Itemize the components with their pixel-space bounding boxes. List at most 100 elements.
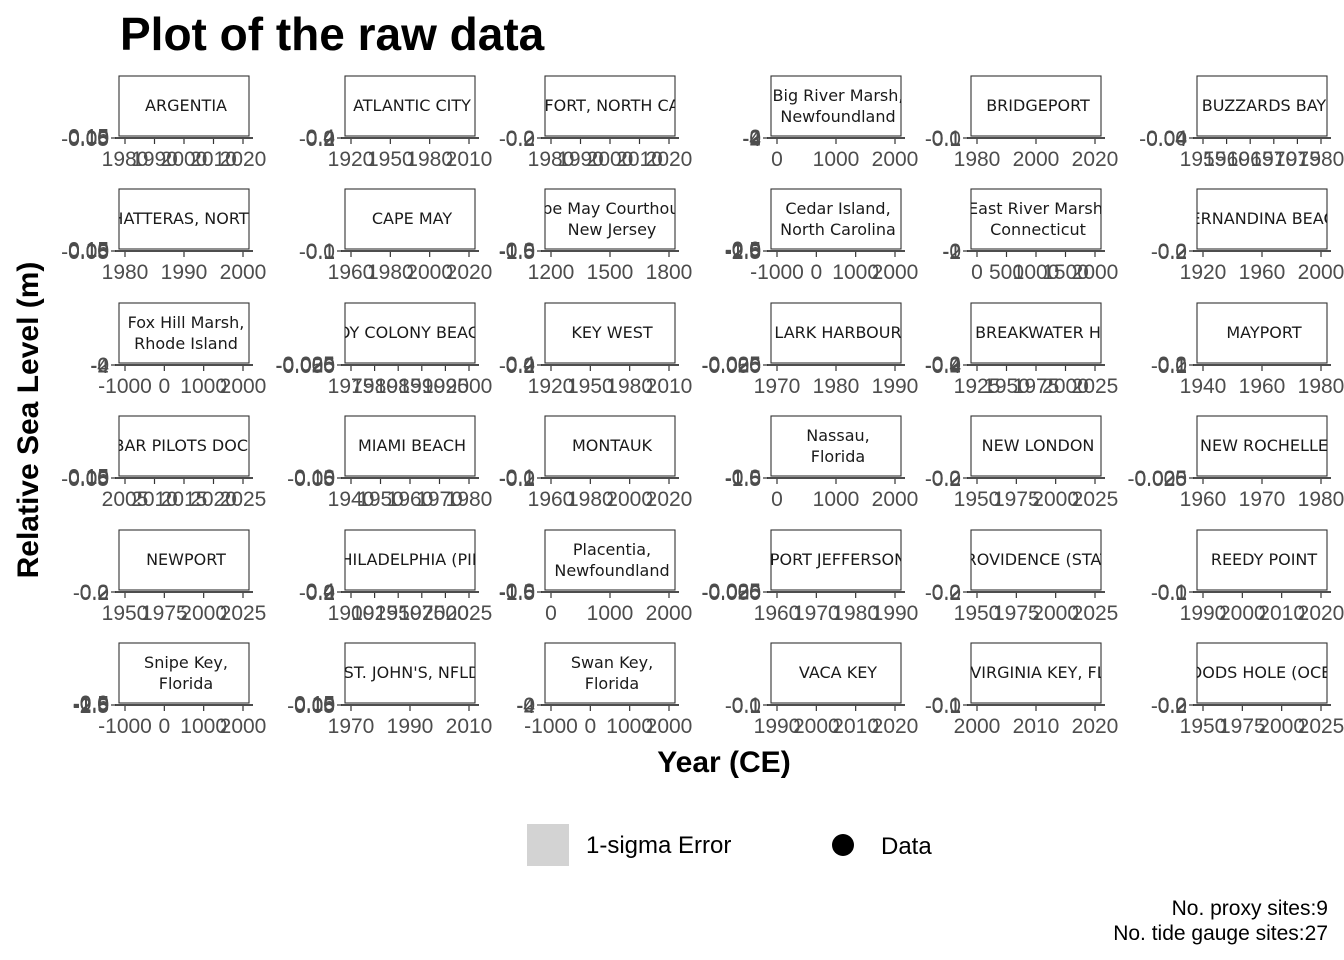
y-tick-label: 0.2 (1158, 694, 1187, 717)
y-tick-label: 0.05 (68, 127, 109, 150)
x-tick-label: 1980 (367, 261, 414, 284)
x-tick-label: 1980 (102, 148, 149, 171)
facet-strip-label-group: REEDY POINT (1211, 550, 1318, 569)
y-tick-label: 0.0 (732, 694, 761, 717)
y-tick-label: 0.0 (732, 238, 761, 261)
facet-strip-label-group: BAR PILOTS DOCK (119, 436, 249, 455)
facet-panel: Nassau, Florida -1.5-1.0-0.50.0 0 1000 2000 (725, 415, 918, 511)
facet-strip-label: PORT JEFFERSON (770, 550, 906, 569)
y-tick-label: -0.1 (925, 695, 961, 718)
facet-strip-label-group: Snipe Key, Florida (144, 653, 228, 693)
x-tick-label: 1980 (954, 148, 1001, 171)
facet-strip-label: ATLANTIC CITY (353, 96, 471, 115)
facet-strip-label: BUZZARDS BAY (1202, 96, 1327, 115)
x-tick-label: 1950 (357, 488, 404, 511)
legend-error-swatch (527, 824, 569, 866)
x-tick-label: 2000 (646, 602, 693, 625)
y-tick-label: 0.0 (932, 581, 961, 604)
x-tick-label: 1980 (567, 488, 614, 511)
facet-strip-label-group: MIAMI BEACH (358, 436, 466, 455)
y-tick-label: 0.10 (68, 239, 109, 262)
y-tick-label: -2 (942, 241, 961, 264)
x-tick-label: 2010 (131, 488, 178, 511)
x-tick-label: 1990 (387, 715, 434, 738)
y-tick-label: 0.4 (506, 353, 536, 376)
facet-panel: Placentia, Newfoundland -1.5-1.0-0.50.0 0 10… (499, 529, 693, 625)
facet-strip (1196, 188, 1328, 250)
x-tick-label: 0 (158, 375, 170, 398)
y-tick-label: 0.000 (708, 581, 761, 604)
y-tick-label: 0.025 (1134, 467, 1187, 490)
x-tick-label: 1960 (1239, 375, 1286, 398)
facet-strip-label: PHILADELPHIA (PIER (331, 550, 493, 569)
facet-panel: Snipe Key, Florida -2.5-2.0-1.5-1.0-0.50.0… (73, 642, 266, 738)
facet-strip-label: BREAKWATER H (975, 323, 1101, 342)
facet-strip-label-group: VIRGINIA KEY, FL (971, 663, 1101, 682)
y-tick-label: -1 (942, 240, 961, 263)
facet-strip-label: Florida (585, 674, 639, 693)
y-tick-label: 0.10 (294, 693, 335, 716)
y-tick-label: -2.5 (73, 695, 109, 718)
y-tick-label: -0.025 (701, 581, 761, 604)
facet-strip-label: LARK HARBOUR (774, 323, 901, 342)
facet-strip-label: Newfoundland (554, 561, 669, 580)
x-tick-label: 500 (989, 261, 1024, 284)
y-tick-label: -2.0 (73, 694, 109, 717)
facet-strip-label: New Jersey (568, 220, 657, 239)
y-tick-label: -0.2 (299, 582, 335, 605)
x-tick-label: 2020 (872, 715, 919, 738)
y-tick-label: 0.2 (932, 467, 961, 490)
x-tick-label: 1965 (1227, 148, 1274, 171)
x-tick-label: 2000 (587, 148, 634, 171)
y-tick-label: -0.2 (1151, 695, 1187, 718)
x-tick-label: 1950 (954, 488, 1001, 511)
y-tick-label: -0.4 (925, 355, 962, 378)
y-tick-label: -0.2 (925, 354, 961, 377)
y-tick-label: 0.0 (306, 127, 335, 150)
x-tick-label: 2000 (1032, 488, 1079, 511)
x-tick-label: 1980 (813, 375, 860, 398)
facet-strip-label: NEW LONDON (982, 436, 1095, 455)
y-tick-label: 0.00 (68, 467, 109, 490)
facet-strip-label-group: KEY WEST (571, 323, 653, 342)
x-tick-label: 2000 (1258, 715, 1305, 738)
x-tick-label: 2025 (1072, 375, 1119, 398)
x-tick-label: 0 (545, 602, 557, 625)
x-tick-label: 1960 (528, 488, 575, 511)
y-tick-label: 0.15 (68, 239, 109, 262)
x-tick-label: 1975 (1274, 148, 1321, 171)
facet-strip-label-group: FORT, NORTH CA (545, 96, 675, 115)
x-tick-label: 2025 (446, 602, 493, 625)
facet-strip-label: East River Marsh, (968, 199, 1108, 218)
x-tick-label: 0 (158, 715, 170, 738)
x-tick-label: 2000 (422, 602, 469, 625)
facet-panel: BAR PILOTS DOCK-0.050.000.050.100.152005… (61, 415, 266, 511)
x-tick-label: 2000 (1219, 602, 1266, 625)
x-tick-label: 1980 (406, 148, 453, 171)
y-tick-label: 0.0 (1158, 354, 1187, 377)
x-tick-label: 2010 (190, 148, 237, 171)
x-tick-label: 2025 (1072, 488, 1119, 511)
x-tick-label: 2000 (606, 488, 653, 511)
facet-strip-label-group: MAYPORT (1226, 323, 1301, 342)
y-tick-label: 0.10 (68, 466, 109, 489)
x-tick-label: 1970 (1250, 148, 1297, 171)
y-tick-label: 0.2 (932, 581, 961, 604)
chart-title: Plot of the raw data (120, 8, 545, 60)
y-tick-label: -0.2 (499, 468, 535, 491)
x-tick-label: 1000 (606, 715, 653, 738)
x-tick-label: 1975 (398, 602, 445, 625)
y-tick-label: 0 (523, 694, 535, 717)
facet-strip-label: Placentia, (573, 540, 651, 559)
facet-panel: ATLANTIC CITY -0.20.00.20.419201950198020… (299, 75, 492, 171)
facet-strip-label: Swan Key, (571, 653, 653, 672)
y-tick-label: 0.1 (732, 694, 761, 717)
x-tick-label: 1960 (328, 261, 375, 284)
facet-panel: ST. JOHN'S, NFLD -0.050.000.050.100.15197… (287, 642, 492, 738)
